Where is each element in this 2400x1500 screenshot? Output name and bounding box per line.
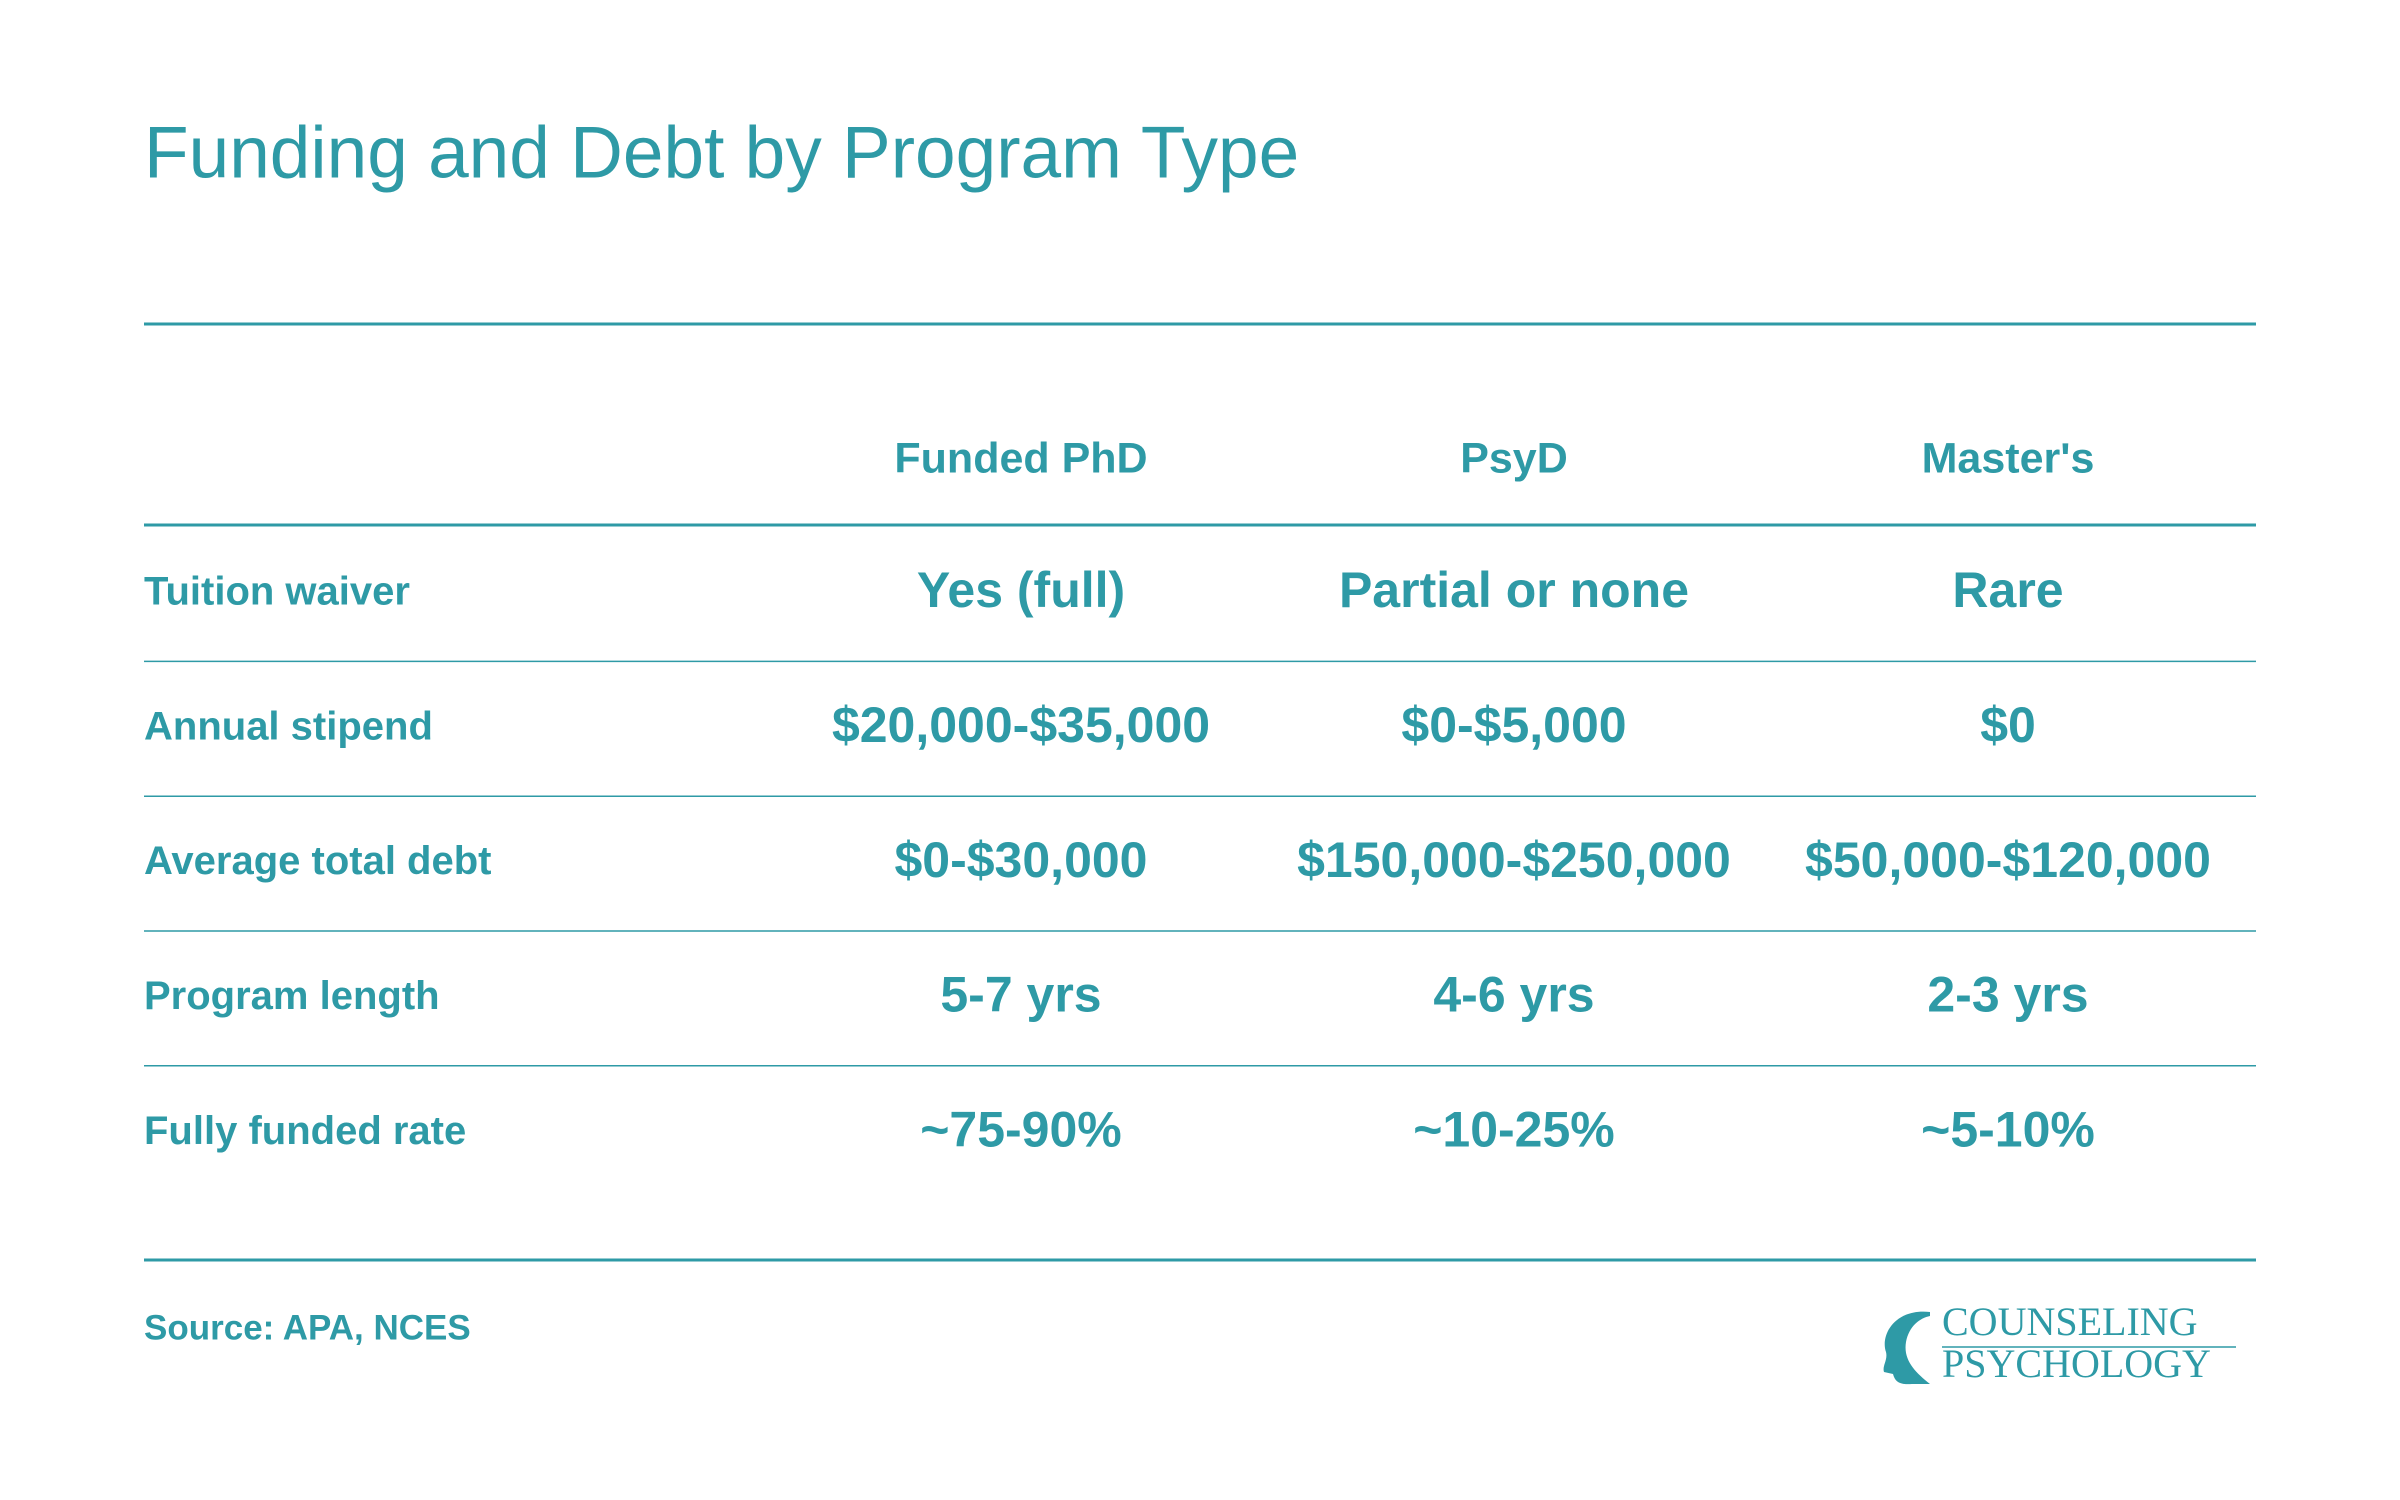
cell: ~10-25% — [1413, 1101, 1615, 1157]
cell: Partial or none — [1339, 562, 1689, 618]
cell: Yes (full) — [917, 562, 1125, 618]
cell: Rare — [1952, 562, 2063, 618]
row-label: Program length — [144, 974, 440, 1018]
logo-line1: COUNSELING — [1942, 1299, 2198, 1344]
logo: COUNSELING PSYCHOLOGY — [1883, 1299, 2236, 1386]
cell: $0 — [1980, 697, 2036, 753]
cell: $150,000-$250,000 — [1297, 832, 1731, 888]
row-label: Annual stipend — [144, 704, 433, 748]
cell: $0-$5,000 — [1401, 697, 1626, 753]
row-label: Tuition waiver — [144, 570, 410, 614]
row-label: Average total debt — [144, 839, 491, 883]
logo-line2: PSYCHOLOGY — [1942, 1341, 2211, 1386]
cell: 5-7 yrs — [940, 967, 1101, 1023]
column-header: Master's — [1922, 434, 2095, 482]
logo-head — [1883, 1311, 1930, 1385]
source: Source: APA, NCES — [144, 1308, 471, 1347]
cell: 2-3 yrs — [1927, 967, 2088, 1023]
title: Funding and Debt by Program Type — [144, 112, 1299, 193]
column-header: Funded PhD — [894, 434, 1147, 482]
cell: ~5-10% — [1921, 1101, 2095, 1157]
column-header: PsyD — [1460, 434, 1568, 482]
cell: $50,000-$120,000 — [1805, 832, 2211, 888]
cell: $0-$30,000 — [894, 832, 1147, 888]
row-label: Fully funded rate — [144, 1109, 466, 1153]
cell: 4-6 yrs — [1433, 967, 1594, 1023]
cell: $20,000-$35,000 — [832, 697, 1210, 753]
cell: ~75-90% — [920, 1101, 1122, 1157]
